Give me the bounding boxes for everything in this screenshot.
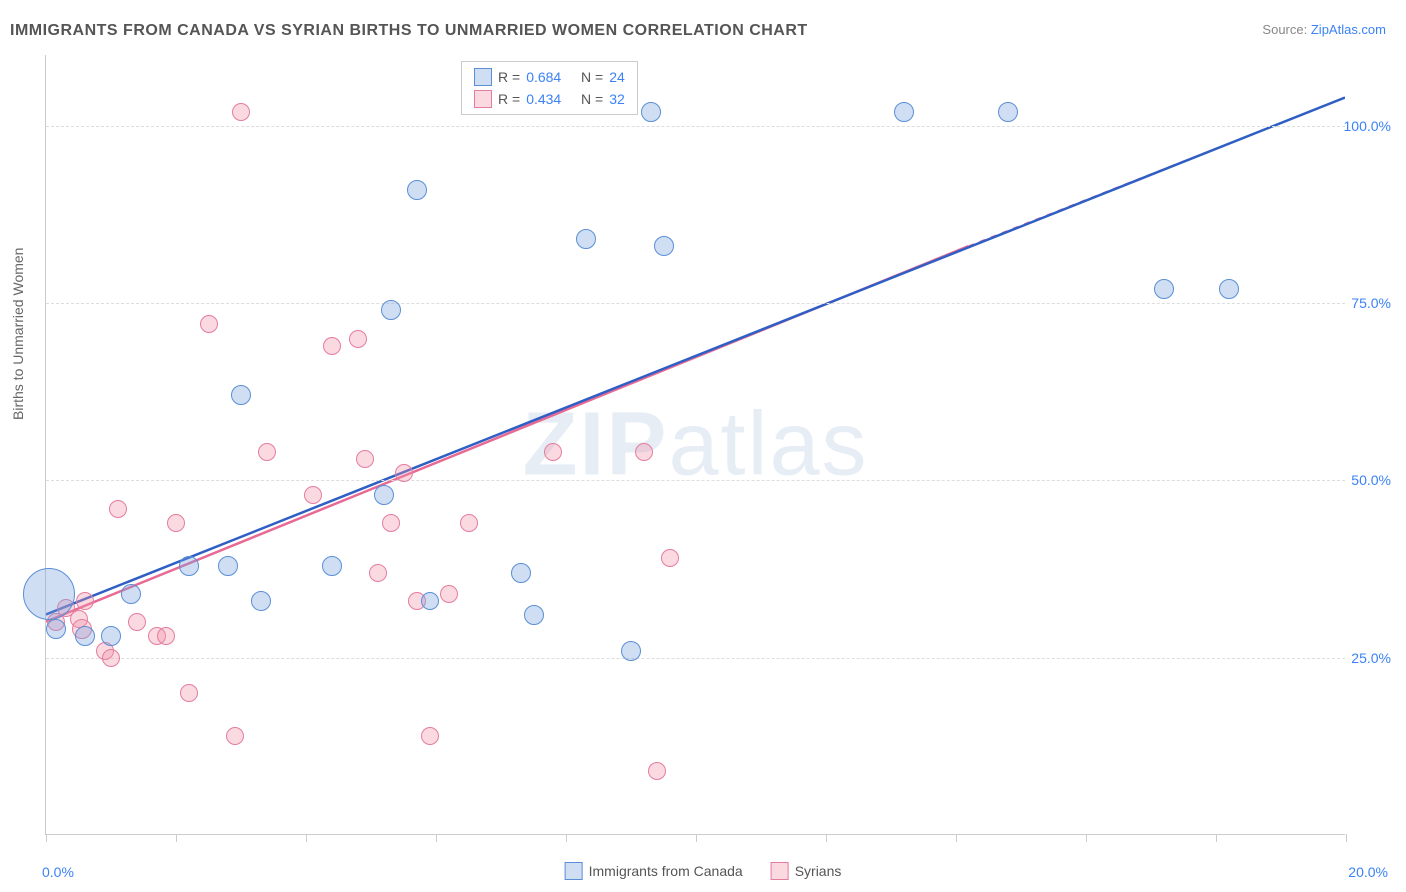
data-point-pink (661, 549, 679, 567)
scatter-plot-area: ZIPatlas R = 0.684 N = 24 R = 0.434 N = … (45, 55, 1345, 835)
data-point-blue (1219, 279, 1239, 299)
x-tick-min: 0.0% (42, 864, 74, 880)
gridline (46, 480, 1345, 481)
data-point-pink (304, 486, 322, 504)
data-point-blue (75, 626, 95, 646)
data-point-pink (76, 592, 94, 610)
gridline (46, 658, 1345, 659)
x-tick (696, 834, 697, 842)
data-point-pink (109, 500, 127, 518)
data-point-blue (322, 556, 342, 576)
data-point-blue (998, 102, 1018, 122)
data-point-blue (524, 605, 544, 625)
data-point-pink (128, 613, 146, 631)
data-point-blue (374, 485, 394, 505)
data-point-pink (635, 443, 653, 461)
data-point-pink (648, 762, 666, 780)
source-attribution: Source: ZipAtlas.com (1262, 22, 1386, 37)
data-point-pink (232, 103, 250, 121)
x-tick (1216, 834, 1217, 842)
data-point-pink (460, 514, 478, 532)
swatch-pink (474, 90, 492, 108)
data-point-pink (421, 727, 439, 745)
y-tick-label: 75.0% (1351, 295, 1391, 311)
x-tick (1086, 834, 1087, 842)
x-tick (46, 834, 47, 842)
data-point-blue (46, 619, 66, 639)
data-point-blue (101, 626, 121, 646)
x-tick (566, 834, 567, 842)
correlation-legend: R = 0.684 N = 24 R = 0.434 N = 32 (461, 61, 638, 115)
data-point-blue (231, 385, 251, 405)
legend-row-pink: R = 0.434 N = 32 (474, 88, 625, 110)
data-point-pink (349, 330, 367, 348)
data-point-blue (251, 591, 271, 611)
x-tick (176, 834, 177, 842)
x-tick (306, 834, 307, 842)
legend-item-pink: Syrians (771, 862, 842, 880)
data-point-pink (102, 649, 120, 667)
data-point-blue (407, 180, 427, 200)
chart-title: IMMIGRANTS FROM CANADA VS SYRIAN BIRTHS … (10, 22, 808, 40)
x-tick (956, 834, 957, 842)
swatch-blue (474, 68, 492, 86)
y-axis-label: Births to Unmarried Women (10, 248, 26, 420)
source-label: Source: (1262, 22, 1307, 37)
y-tick-label: 50.0% (1351, 472, 1391, 488)
x-tick (826, 834, 827, 842)
data-point-blue (576, 229, 596, 249)
data-point-pink (544, 443, 562, 461)
source-link[interactable]: ZipAtlas.com (1311, 22, 1386, 37)
x-tick (436, 834, 437, 842)
series-legend: Immigrants from Canada Syrians (565, 862, 842, 880)
data-point-pink (200, 315, 218, 333)
data-point-pink (323, 337, 341, 355)
data-point-pink (369, 564, 387, 582)
legend-row-blue: R = 0.684 N = 24 (474, 66, 625, 88)
data-point-pink (226, 727, 244, 745)
y-tick-label: 25.0% (1351, 650, 1391, 666)
data-point-pink (157, 627, 175, 645)
data-point-blue (23, 568, 75, 620)
gridline (46, 126, 1345, 127)
data-point-blue (121, 584, 141, 604)
data-point-blue (511, 563, 531, 583)
swatch-blue (565, 862, 583, 880)
data-point-pink (440, 585, 458, 603)
data-point-blue (621, 641, 641, 661)
data-point-blue (218, 556, 238, 576)
data-point-pink (180, 684, 198, 702)
y-tick-label: 100.0% (1344, 118, 1391, 134)
gridline (46, 303, 1345, 304)
data-point-blue (894, 102, 914, 122)
data-point-blue (421, 592, 439, 610)
data-point-pink (258, 443, 276, 461)
data-point-blue (1154, 279, 1174, 299)
data-point-pink (382, 514, 400, 532)
data-point-blue (179, 556, 199, 576)
data-point-blue (654, 236, 674, 256)
data-point-blue (381, 300, 401, 320)
legend-item-blue: Immigrants from Canada (565, 862, 743, 880)
swatch-pink (771, 862, 789, 880)
x-tick (1346, 834, 1347, 842)
data-point-pink (395, 464, 413, 482)
x-tick-max: 20.0% (1348, 864, 1388, 880)
data-point-pink (356, 450, 374, 468)
data-point-pink (167, 514, 185, 532)
data-point-blue (641, 102, 661, 122)
regression-lines (46, 55, 1345, 834)
